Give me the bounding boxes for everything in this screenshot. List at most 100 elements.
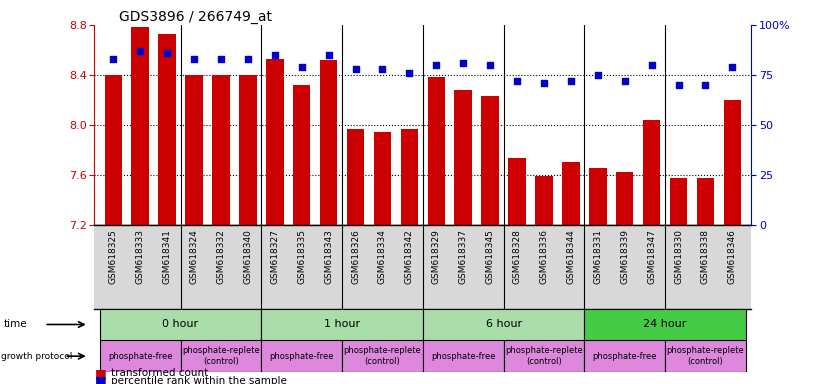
Point bbox=[538, 80, 551, 86]
Point bbox=[726, 64, 739, 70]
Text: GSM618344: GSM618344 bbox=[566, 229, 576, 284]
Text: phosphate-replete
(control): phosphate-replete (control) bbox=[667, 346, 745, 366]
Text: percentile rank within the sample: percentile rank within the sample bbox=[111, 376, 287, 384]
Bar bbox=[503, 340, 585, 372]
Point bbox=[241, 56, 255, 62]
Text: GSM618338: GSM618338 bbox=[701, 229, 710, 284]
Bar bbox=[100, 309, 261, 340]
Text: growth protocol: growth protocol bbox=[1, 352, 72, 361]
Text: GSM618324: GSM618324 bbox=[190, 229, 199, 284]
Text: ■: ■ bbox=[94, 374, 106, 384]
Point bbox=[322, 52, 335, 58]
Bar bbox=[401, 129, 418, 225]
Text: GSM618347: GSM618347 bbox=[647, 229, 656, 284]
Bar bbox=[508, 159, 525, 225]
Bar bbox=[428, 78, 445, 225]
Text: ■: ■ bbox=[94, 367, 106, 380]
Text: phosphate-free: phosphate-free bbox=[108, 352, 172, 361]
Point bbox=[618, 78, 631, 84]
Text: GSM618331: GSM618331 bbox=[594, 229, 603, 284]
Point bbox=[699, 82, 712, 88]
Text: GDS3896 / 266749_at: GDS3896 / 266749_at bbox=[119, 10, 272, 23]
Point bbox=[134, 48, 147, 54]
Text: GSM618341: GSM618341 bbox=[163, 229, 172, 284]
Bar bbox=[665, 340, 745, 372]
Text: 0 hour: 0 hour bbox=[163, 319, 199, 329]
Text: GSM618328: GSM618328 bbox=[512, 229, 521, 284]
Text: GSM618332: GSM618332 bbox=[217, 229, 226, 284]
Bar bbox=[261, 309, 423, 340]
Bar bbox=[320, 60, 337, 225]
Text: GSM618339: GSM618339 bbox=[620, 229, 629, 284]
Bar bbox=[239, 75, 257, 225]
Bar bbox=[100, 340, 181, 372]
Bar bbox=[697, 179, 714, 225]
Bar bbox=[585, 309, 745, 340]
Bar bbox=[423, 340, 503, 372]
Bar bbox=[181, 340, 261, 372]
Point bbox=[484, 62, 497, 68]
Bar bbox=[455, 90, 472, 225]
Bar bbox=[261, 340, 342, 372]
Bar bbox=[346, 129, 365, 225]
Bar bbox=[670, 179, 687, 225]
Text: GSM618346: GSM618346 bbox=[728, 229, 737, 284]
Text: 1 hour: 1 hour bbox=[324, 319, 360, 329]
Bar bbox=[589, 169, 607, 225]
Point bbox=[349, 66, 362, 72]
Text: GSM618343: GSM618343 bbox=[324, 229, 333, 284]
Text: GSM618345: GSM618345 bbox=[485, 229, 494, 284]
Point bbox=[214, 56, 227, 62]
Text: transformed count: transformed count bbox=[111, 368, 208, 378]
Text: GSM618336: GSM618336 bbox=[539, 229, 548, 284]
Point bbox=[645, 62, 658, 68]
Point bbox=[403, 70, 416, 76]
Bar bbox=[131, 28, 149, 225]
Bar bbox=[104, 75, 122, 225]
Bar bbox=[158, 34, 176, 225]
Bar bbox=[266, 59, 283, 225]
Bar bbox=[481, 96, 499, 225]
Point bbox=[295, 64, 308, 70]
Text: GSM618329: GSM618329 bbox=[432, 229, 441, 284]
Point bbox=[268, 52, 282, 58]
Bar bbox=[535, 176, 553, 225]
Bar bbox=[423, 309, 585, 340]
Text: GSM618325: GSM618325 bbox=[108, 229, 117, 284]
Point bbox=[107, 56, 120, 62]
Text: GSM618342: GSM618342 bbox=[405, 229, 414, 284]
Text: phosphate-replete
(control): phosphate-replete (control) bbox=[505, 346, 583, 366]
Bar bbox=[374, 132, 391, 225]
Bar bbox=[342, 340, 423, 372]
Point bbox=[672, 82, 685, 88]
Text: GSM618340: GSM618340 bbox=[243, 229, 252, 284]
Text: GSM618327: GSM618327 bbox=[270, 229, 279, 284]
Point bbox=[161, 50, 174, 56]
Text: phosphate-free: phosphate-free bbox=[593, 352, 657, 361]
Text: GSM618335: GSM618335 bbox=[297, 229, 306, 284]
Text: phosphate-replete
(control): phosphate-replete (control) bbox=[343, 346, 421, 366]
Text: GSM618337: GSM618337 bbox=[459, 229, 468, 284]
Text: GSM618333: GSM618333 bbox=[135, 229, 144, 284]
Point bbox=[429, 62, 443, 68]
Text: phosphate-free: phosphate-free bbox=[431, 352, 495, 361]
Bar bbox=[212, 75, 230, 225]
Bar bbox=[585, 340, 665, 372]
Bar bbox=[723, 100, 741, 225]
Text: GSM618330: GSM618330 bbox=[674, 229, 683, 284]
Text: phosphate-free: phosphate-free bbox=[269, 352, 334, 361]
Text: time: time bbox=[4, 319, 28, 329]
Bar bbox=[562, 162, 580, 225]
Bar bbox=[616, 172, 634, 225]
Point bbox=[511, 78, 524, 84]
Point bbox=[591, 72, 604, 78]
Point bbox=[376, 66, 389, 72]
Text: GSM618326: GSM618326 bbox=[351, 229, 360, 284]
Text: GSM618334: GSM618334 bbox=[378, 229, 387, 284]
Text: phosphate-replete
(control): phosphate-replete (control) bbox=[182, 346, 259, 366]
Text: 24 hour: 24 hour bbox=[644, 319, 686, 329]
Point bbox=[456, 60, 470, 66]
Point bbox=[187, 56, 200, 62]
Bar bbox=[293, 85, 310, 225]
Point bbox=[564, 78, 577, 84]
